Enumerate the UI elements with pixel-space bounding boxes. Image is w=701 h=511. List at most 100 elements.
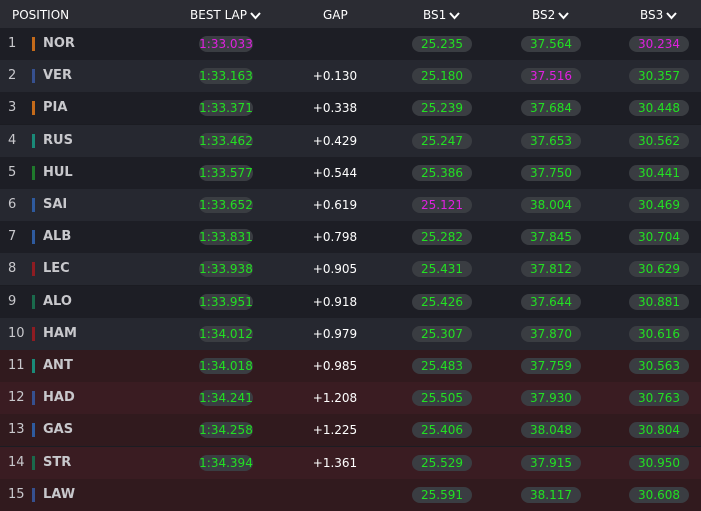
header-row: POSITION BEST LAP GAP BS1 BS2 BS3 bbox=[0, 0, 701, 28]
best-lap-time: 1:33.951 bbox=[199, 293, 253, 310]
team-color-bar bbox=[32, 294, 35, 309]
position: 12 bbox=[8, 390, 25, 406]
bs2-time: 37.653 bbox=[521, 132, 581, 149]
timing-row: 7 ALB +0.798 1:33.831 25.282 37.845 30.704 bbox=[0, 221, 701, 254]
gap-time: +0.429 bbox=[312, 133, 358, 148]
bs2-label: BS2 bbox=[532, 8, 556, 22]
bs3-time: 30.562 bbox=[629, 132, 689, 149]
best-lap-time: 1:34.012 bbox=[199, 325, 253, 342]
bs3-time: 30.629 bbox=[629, 261, 689, 278]
bs2-time: 37.644 bbox=[521, 293, 581, 310]
driver-code: NOR bbox=[43, 36, 75, 51]
team-color-bar bbox=[32, 165, 35, 180]
bs3-time: 30.563 bbox=[629, 358, 689, 374]
timing-row: 15 LAW 25.591 38.117 30.608 bbox=[0, 478, 701, 511]
bs1-time: 25.529 bbox=[412, 454, 472, 471]
timing-row: 3 PIA +0.338 1:33.371 25.239 37.684 30.448 bbox=[0, 92, 701, 125]
bs3-time: 30.763 bbox=[629, 390, 689, 407]
bs2-time: 37.564 bbox=[521, 36, 581, 52]
bs1-time: 25.591 bbox=[412, 486, 472, 503]
position: 2 bbox=[8, 68, 17, 84]
bs1-time: 25.406 bbox=[412, 422, 472, 439]
best-lap-time: 1:34.258 bbox=[199, 422, 253, 439]
bs2-time: 37.915 bbox=[521, 454, 581, 471]
position: 8 bbox=[8, 261, 17, 277]
team-color-bar bbox=[32, 455, 35, 470]
team-color-bar bbox=[32, 230, 35, 245]
driver-code: VER bbox=[43, 68, 72, 84]
timing-row: 10 HAM +0.979 1:34.012 25.307 37.870 30.616 bbox=[0, 317, 701, 350]
bs1-time: 25.247 bbox=[412, 132, 472, 149]
team-color-bar bbox=[32, 262, 35, 277]
bs3-label: BS3 bbox=[640, 8, 664, 22]
bs2-time: 38.048 bbox=[521, 422, 581, 439]
bs2-time: 37.516 bbox=[521, 68, 581, 85]
driver-code: ALB bbox=[43, 229, 72, 245]
sort-chevron bbox=[666, 11, 678, 19]
timing-row: 13 GAS +1.225 1:34.258 25.406 38.048 30.804 bbox=[0, 414, 701, 447]
bs3-time: 30.234 bbox=[629, 36, 689, 52]
bs3-header[interactable]: BS3 bbox=[640, 8, 678, 22]
position: 6 bbox=[8, 197, 17, 212]
driver-code: HUL bbox=[43, 164, 73, 180]
best-lap-time: 1:34.241 bbox=[199, 390, 253, 407]
position: 5 bbox=[8, 164, 17, 180]
position: 14 bbox=[8, 454, 25, 470]
gap-time: +1.361 bbox=[312, 455, 358, 470]
position: 4 bbox=[8, 132, 17, 148]
bs2-time: 37.812 bbox=[521, 261, 581, 278]
driver-code: ALO bbox=[43, 293, 72, 309]
timing-row: 1 NOR 1:33.033 25.235 37.564 30.234 bbox=[0, 28, 701, 60]
team-color-bar bbox=[32, 423, 35, 438]
gap-time: +0.130 bbox=[312, 69, 358, 84]
gap-header: GAP bbox=[323, 8, 348, 22]
bs2-header[interactable]: BS2 bbox=[532, 8, 570, 22]
bs2-time: 37.759 bbox=[521, 358, 581, 374]
position: 10 bbox=[8, 325, 25, 341]
team-color-bar bbox=[32, 37, 35, 51]
gap-time: +0.979 bbox=[312, 326, 358, 341]
team-color-bar bbox=[32, 326, 35, 341]
bs1-time: 25.483 bbox=[412, 358, 472, 374]
best-lap-time: 1:33.652 bbox=[199, 197, 253, 213]
best-lap-time: 1:33.938 bbox=[199, 261, 253, 278]
position: 11 bbox=[8, 358, 25, 373]
driver-code: ANT bbox=[43, 358, 73, 373]
bs2-time: 37.870 bbox=[521, 325, 581, 342]
bs1-label: BS1 bbox=[423, 8, 447, 22]
timing-row: 14 STR +1.361 1:34.394 25.529 37.915 30.950 bbox=[0, 446, 701, 479]
bs2-time: 37.684 bbox=[521, 100, 581, 117]
driver-code: SAI bbox=[43, 197, 68, 212]
bs1-time: 25.505 bbox=[412, 390, 472, 407]
best-lap-header[interactable]: BEST LAP bbox=[190, 8, 261, 22]
best-lap-time: 1:33.371 bbox=[199, 100, 253, 117]
position: 7 bbox=[8, 229, 17, 245]
bs3-time: 30.608 bbox=[629, 486, 689, 503]
bs1-time: 25.180 bbox=[412, 68, 472, 85]
best-lap-time: 1:33.163 bbox=[199, 68, 253, 85]
bs3-time: 30.448 bbox=[629, 100, 689, 117]
bs2-time: 38.117 bbox=[521, 486, 581, 503]
gap-time: +1.208 bbox=[312, 391, 358, 406]
position: 9 bbox=[8, 293, 17, 309]
best-lap-time: 1:33.831 bbox=[199, 229, 253, 246]
gap-time: +0.619 bbox=[312, 198, 358, 212]
bs1-time: 25.431 bbox=[412, 261, 472, 278]
best-lap-time: 1:34.018 bbox=[199, 358, 253, 374]
gap-time: +0.985 bbox=[312, 359, 358, 373]
timing-row: 9 ALO +0.918 1:33.951 25.426 37.644 30.881 bbox=[0, 285, 701, 318]
position: 15 bbox=[8, 486, 25, 502]
driver-code: RUS bbox=[43, 132, 73, 148]
team-color-bar bbox=[32, 101, 35, 116]
best-lap-time: 1:33.462 bbox=[199, 132, 253, 149]
bs1-header[interactable]: BS1 bbox=[423, 8, 461, 22]
position: 13 bbox=[8, 422, 25, 438]
gap-time: +0.338 bbox=[312, 101, 358, 116]
driver-code: HAM bbox=[43, 325, 77, 341]
bs3-time: 30.881 bbox=[629, 293, 689, 310]
driver-code: LAW bbox=[43, 486, 76, 502]
timing-row: 4 RUS +0.429 1:33.462 25.247 37.653 30.562 bbox=[0, 124, 701, 157]
gap-time: +0.905 bbox=[312, 262, 358, 277]
bs3-time: 30.357 bbox=[629, 68, 689, 85]
